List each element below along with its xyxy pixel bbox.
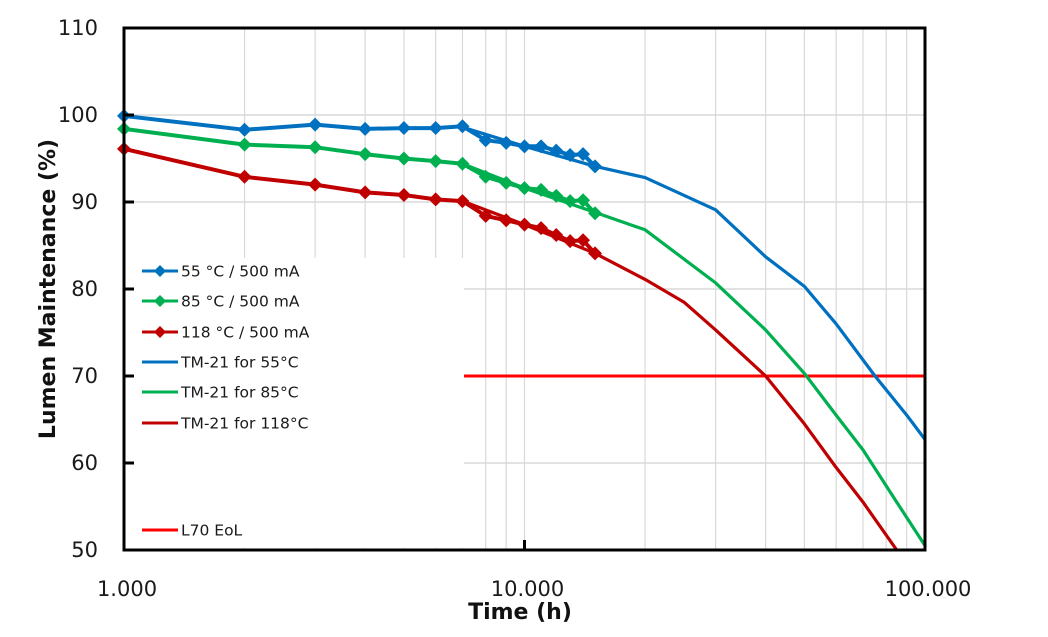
legend-label: 55 °C / 500 mA — [181, 263, 300, 281]
data-point-55-c-500-ma — [396, 121, 411, 136]
data-point-55-c-500-ma — [358, 121, 373, 136]
x-tick-label: 1.000 — [97, 577, 157, 601]
data-point-55-c-500-ma — [478, 133, 493, 148]
legend-item-85-c-500-ma: 85 °C / 500 mA — [142, 293, 300, 311]
data-point-118-c-500-ma — [517, 217, 532, 232]
y-tick-label: 80 — [71, 277, 98, 301]
data-point-55-c-500-ma — [455, 119, 470, 134]
x-tick-label: 100.000 — [885, 577, 972, 601]
y-axis-title: Lumen Maintenance (%) — [36, 139, 61, 439]
legend-marker — [154, 295, 166, 307]
legend-label: TM-21 for 85°C — [180, 384, 299, 402]
data-point-85-c-500-ma — [549, 188, 564, 203]
data-point-118-c-500-ma — [549, 228, 564, 243]
legend-item-tm-21-for-55-c: TM-21 for 55°C — [142, 354, 299, 372]
data-point-118-c-500-ma — [358, 185, 373, 200]
data-point-85-c-500-ma — [576, 193, 591, 208]
axis-ticks — [122, 26, 927, 552]
data-point-55-c-500-ma — [308, 117, 323, 132]
data-point-85-c-500-ma — [428, 154, 443, 169]
data-point-118-c-500-ma — [499, 213, 514, 228]
legend-label: 85 °C / 500 mA — [181, 293, 300, 311]
y-tick-label: 60 — [71, 451, 98, 475]
legend-label: L70 EoL — [181, 522, 243, 540]
data-point-85-c-500-ma — [455, 156, 470, 171]
legend-label: TM-21 for 55°C — [180, 354, 299, 372]
x-tick-label: 10.000 — [491, 577, 564, 601]
data-point-118-c-500-ma — [563, 234, 578, 249]
data-point-118-c-500-ma — [478, 208, 493, 223]
data-point-55-c-500-ma — [499, 135, 514, 150]
data-point-85-c-500-ma — [563, 194, 578, 209]
data-point-118-c-500-ma — [237, 169, 252, 184]
data-point-85-c-500-ma — [588, 206, 603, 221]
y-tick-label: 100 — [58, 103, 98, 127]
data-point-55-c-500-ma — [428, 121, 443, 136]
series-line-tm-21-for-85-c — [461, 162, 927, 547]
legend-item-55-c-500-ma: 55 °C / 500 mA — [142, 263, 300, 281]
y-tick-label: 70 — [71, 364, 98, 388]
x-axis-title: Time (h) — [468, 600, 572, 625]
data-point-85-c-500-ma — [396, 151, 411, 166]
data-point-85-c-500-ma — [237, 137, 252, 152]
data-point-55-c-500-ma — [588, 159, 603, 174]
data-point-85-c-500-ma — [358, 147, 373, 162]
legend-marker — [154, 265, 166, 277]
legend: 55 °C / 500 mA 85 °C / 500 mA 118 °C / 500… — [142, 263, 310, 540]
legend-item-tm-21-for-118-c: TM-21 for 118°C — [142, 415, 308, 433]
data-point-85-c-500-ma — [308, 140, 323, 155]
data-point-118-c-500-ma — [308, 177, 323, 192]
data-point-55-c-500-ma — [549, 143, 564, 158]
legend-item-118-c-500-ma: 118 °C / 500 mA — [142, 324, 310, 342]
data-point-118-c-500-ma — [576, 233, 591, 248]
legend-label: TM-21 for 118°C — [180, 415, 308, 433]
data-point-55-c-500-ma — [563, 148, 578, 163]
y-tick-labels: 50 60 70 80 90 100 110 — [58, 16, 98, 562]
data-point-55-c-500-ma — [237, 122, 252, 137]
data-point-85-c-500-ma — [534, 182, 549, 197]
data-point-55-c-500-ma — [517, 139, 532, 154]
data-point-118-c-500-ma — [396, 188, 411, 203]
y-tick-label: 110 — [58, 16, 98, 40]
data-point-85-c-500-ma — [499, 175, 514, 190]
legend-background — [126, 258, 464, 548]
data-point-118-c-500-ma — [455, 194, 470, 209]
data-point-85-c-500-ma — [517, 181, 532, 196]
data-point-118-c-500-ma — [534, 221, 549, 236]
data-point-55-c-500-ma — [534, 139, 549, 154]
series-line-tm-21-for-55-c — [462, 125, 927, 441]
data-point-55-c-500-ma — [576, 147, 591, 162]
legend-item-tm-21-for-85-c: TM-21 for 85°C — [142, 384, 299, 402]
legend-label: 118 °C / 500 mA — [181, 324, 310, 342]
y-tick-label: 90 — [71, 190, 98, 214]
legend-marker — [154, 326, 166, 338]
series-layer — [117, 108, 927, 551]
legend-item-l70-eol: L70 EoL — [142, 522, 243, 540]
data-point-85-c-500-ma — [478, 169, 493, 184]
x-tick-labels: 1.000 10.000 100.000 — [97, 577, 971, 601]
data-point-118-c-500-ma — [428, 192, 443, 207]
y-tick-label: 50 — [71, 538, 98, 562]
data-point-118-c-500-ma — [588, 246, 603, 261]
